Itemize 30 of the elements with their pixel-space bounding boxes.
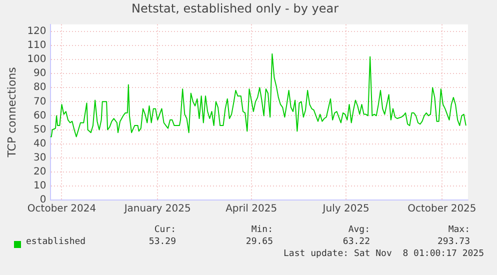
text: Max:	[448, 225, 470, 235]
text: 29.65	[246, 237, 273, 247]
y-tick-label: 40	[34, 138, 46, 150]
x-tick-label: April 2025	[226, 204, 278, 215]
y-tick-label: 120	[27, 26, 46, 38]
y-tick-label: 30	[34, 152, 46, 164]
y-tick-label: 100	[27, 54, 46, 66]
y-tick-label: 70	[34, 96, 46, 108]
x-tick-label: July 2025	[322, 204, 370, 215]
x-tick-label: January 2025	[123, 204, 191, 215]
text: Last update: Sat Nov 8 01:00:17 2025	[284, 249, 484, 259]
text: Avg:	[348, 225, 370, 235]
text: 53.29	[148, 237, 176, 247]
y-axis-title: TCP connections	[5, 66, 18, 158]
y-tick-label: 60	[34, 110, 46, 122]
text: 63.22	[342, 237, 370, 247]
y-tick-label: 50	[34, 124, 46, 136]
legend-label: established	[26, 237, 86, 247]
chart-title: Netstat, established only - by year	[131, 1, 339, 16]
x-tick-label: October 2025	[408, 204, 476, 215]
text: Min:	[251, 225, 273, 235]
y-tick-label: 80	[34, 82, 46, 94]
y-tick-label: 110	[27, 40, 46, 52]
text: 293.73	[437, 237, 470, 247]
y-tick-label: 20	[34, 166, 46, 178]
y-tick-label: 0	[40, 194, 46, 206]
text: Cur:	[154, 225, 176, 235]
y-tick-label: 90	[34, 68, 46, 80]
x-tick-label: October 2024	[27, 204, 96, 215]
y-tick-label: 10	[34, 180, 46, 192]
